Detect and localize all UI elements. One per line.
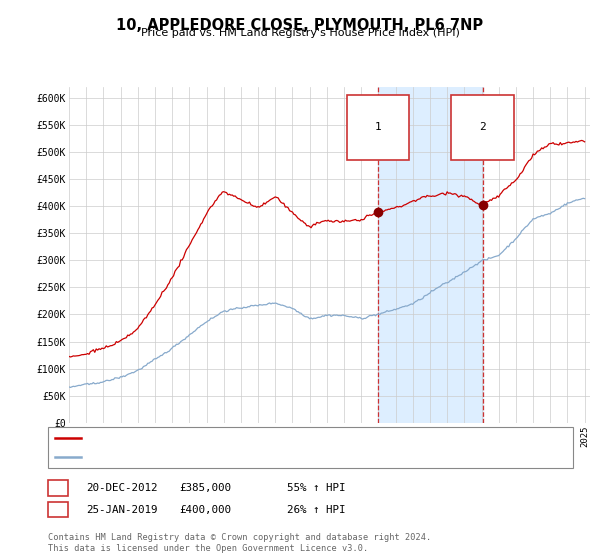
Text: 1: 1 [374,123,381,133]
Text: £400,000: £400,000 [179,505,232,515]
Text: HPI: Average price, detached house, City of Plymouth: HPI: Average price, detached house, City… [88,452,400,461]
Bar [377,87,482,423]
Text: 1: 1 [55,482,62,495]
Text: 55% ↑ HPI: 55% ↑ HPI [287,483,346,493]
Text: 2: 2 [55,503,62,516]
Text: 25-JAN-2019: 25-JAN-2019 [86,505,158,515]
Text: 10, APPLEDORE CLOSE, PLYMOUTH, PL6 7NP: 10, APPLEDORE CLOSE, PLYMOUTH, PL6 7NP [116,18,484,33]
Text: Price paid vs. HM Land Registry's House Price Index (HPI): Price paid vs. HM Land Registry's House … [140,28,460,38]
Text: Contains HM Land Registry data © Crown copyright and database right 2024.
This d: Contains HM Land Registry data © Crown c… [48,533,431,553]
Text: 20-DEC-2012: 20-DEC-2012 [86,483,158,493]
Text: £385,000: £385,000 [179,483,232,493]
Text: 10, APPLEDORE CLOSE, PLYMOUTH, PL6 7NP (detached house): 10, APPLEDORE CLOSE, PLYMOUTH, PL6 7NP (… [88,433,418,443]
Text: 26% ↑ HPI: 26% ↑ HPI [287,505,346,515]
Text: 2: 2 [479,123,486,133]
